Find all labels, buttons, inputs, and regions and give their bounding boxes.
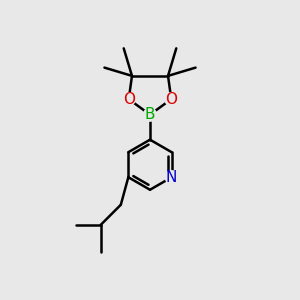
Circle shape (165, 93, 178, 106)
Circle shape (122, 93, 135, 106)
Text: N: N (166, 170, 177, 185)
Circle shape (143, 108, 157, 121)
Text: O: O (123, 92, 135, 106)
Circle shape (165, 171, 178, 184)
Text: B: B (145, 107, 155, 122)
Text: O: O (165, 92, 177, 106)
